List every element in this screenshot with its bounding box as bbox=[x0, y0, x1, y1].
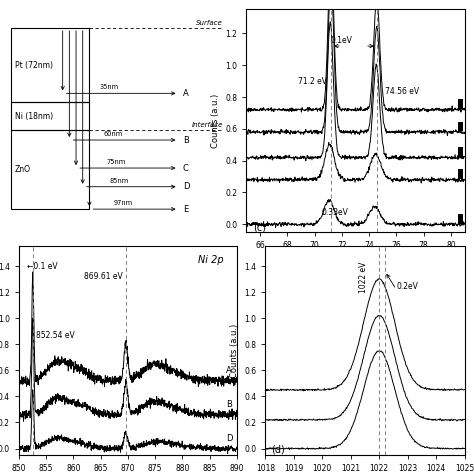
Text: 74.56 eV: 74.56 eV bbox=[385, 87, 419, 96]
Text: 85nm: 85nm bbox=[110, 178, 129, 183]
Text: 0.33eV: 0.33eV bbox=[322, 208, 348, 217]
Text: (d): (d) bbox=[272, 445, 285, 455]
Text: D: D bbox=[226, 434, 233, 443]
Text: 0.2eV: 0.2eV bbox=[396, 283, 418, 292]
Text: ←0.1 eV: ←0.1 eV bbox=[27, 262, 58, 271]
Text: D: D bbox=[183, 182, 190, 191]
Bar bbox=[458, 100, 463, 109]
Text: (c): (c) bbox=[253, 222, 266, 232]
Text: 35nm: 35nm bbox=[100, 84, 119, 90]
Text: 97nm: 97nm bbox=[113, 200, 132, 206]
Text: 60nm: 60nm bbox=[103, 131, 122, 137]
Text: 0.1eV: 0.1eV bbox=[331, 36, 353, 45]
Text: Ni (18nm): Ni (18nm) bbox=[15, 112, 53, 121]
Text: E: E bbox=[183, 205, 188, 214]
X-axis label: Binding Energy (eV): Binding Energy (eV) bbox=[313, 256, 398, 265]
Text: Interface: Interface bbox=[191, 122, 223, 128]
Y-axis label: Counts (a.u.): Counts (a.u.) bbox=[211, 94, 220, 148]
Bar bbox=[458, 169, 463, 179]
Text: A: A bbox=[226, 366, 232, 375]
Bar bbox=[458, 147, 463, 157]
Bar bbox=[11, 28, 90, 102]
Text: Surface: Surface bbox=[196, 20, 223, 26]
Text: 71.2 eV: 71.2 eV bbox=[298, 77, 327, 86]
Text: 852.54 eV: 852.54 eV bbox=[36, 331, 75, 340]
Text: A: A bbox=[183, 89, 189, 98]
Text: 1022 eV: 1022 eV bbox=[359, 262, 368, 293]
Text: Ni 2p: Ni 2p bbox=[198, 255, 223, 265]
Bar bbox=[458, 214, 463, 224]
Bar bbox=[458, 122, 463, 131]
Text: 869.61 eV: 869.61 eV bbox=[84, 272, 123, 281]
Text: ZnO: ZnO bbox=[15, 165, 31, 174]
Text: B: B bbox=[226, 400, 232, 409]
Text: C: C bbox=[183, 164, 189, 173]
Bar bbox=[11, 130, 90, 209]
Y-axis label: Counts (a.u.): Counts (a.u.) bbox=[230, 324, 239, 378]
Bar bbox=[11, 102, 90, 130]
Text: Pt (72nm): Pt (72nm) bbox=[15, 61, 53, 70]
Text: B: B bbox=[183, 136, 189, 145]
Text: 75nm: 75nm bbox=[107, 159, 126, 165]
